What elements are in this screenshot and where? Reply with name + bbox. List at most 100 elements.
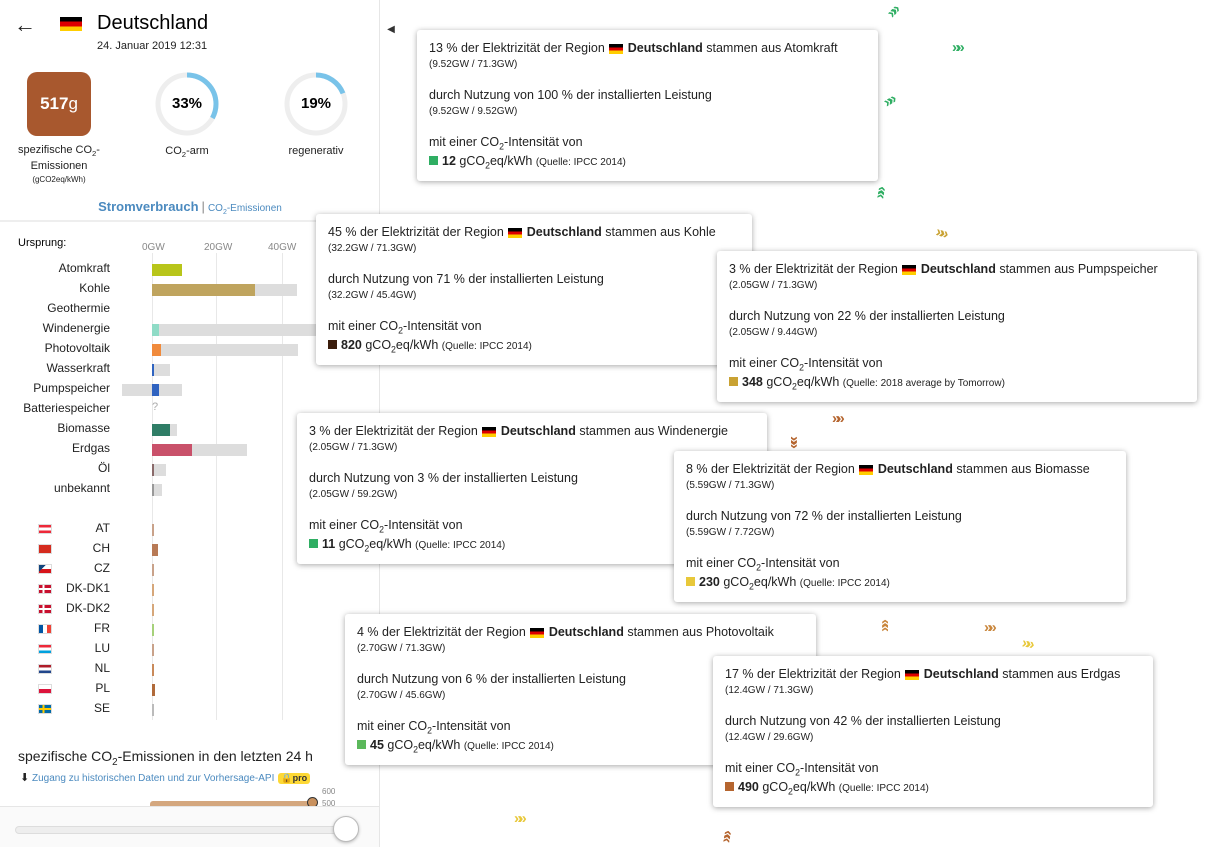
source-tooltip: 3 % der Elektrizität der Region Deutschl…	[717, 251, 1197, 402]
color-swatch	[328, 339, 337, 349]
source-tooltip: 8 % der Elektrizität der Region Deutschl…	[674, 451, 1126, 602]
exchange-row[interactable]: PL	[0, 679, 379, 699]
exchange-label: CZ	[94, 561, 110, 575]
co2-value: 517	[40, 94, 69, 113]
exchange-row[interactable]: AT	[0, 519, 379, 539]
tooltip-unit-rest: eq/kWh	[489, 153, 533, 168]
source-row[interactable]: Wasserkraft	[0, 359, 379, 379]
source-row[interactable]: Photovoltaik	[0, 339, 379, 359]
co2-label-emissions: Emissionen	[30, 160, 88, 173]
exchange-row[interactable]: CH	[0, 539, 379, 559]
mode-tabs: Stromverbrauch | CO2-Emissionen	[0, 199, 379, 216]
exchange-row[interactable]: SE	[0, 699, 379, 719]
tooltip-intensity-label: mit einer CO2-Intensität von	[309, 518, 463, 535]
tooltip-intensity-label: mit einer CO2-Intensität von	[357, 719, 511, 736]
co2-label-dash: -	[96, 144, 100, 156]
pro-badge-text: pro	[292, 773, 308, 783]
source-row[interactable]: Geothermie	[0, 299, 379, 319]
color-swatch	[725, 781, 734, 791]
production-bar	[152, 344, 161, 356]
tooltip-intensity-rest: -Intensität von	[403, 319, 482, 333]
tooltip-share-line: 3 % der Elektrizität der Region Deutschl…	[309, 424, 755, 438]
exchange-row[interactable]: FR	[0, 619, 379, 639]
chevron-arrow-icon: »»	[514, 810, 527, 827]
tooltip-utilization-detail: (2.05GW / 9.44GW)	[729, 327, 818, 338]
co2-label: spezifische CO2- Emissionen (gCO2eq/kWh)	[12, 144, 106, 186]
collapse-panel-button[interactable]: ◀	[381, 18, 401, 42]
source-row[interactable]: Kohle	[0, 279, 379, 299]
tooltip-region: Deutschland	[877, 462, 953, 476]
chevron-arrow-icon: »»	[984, 619, 997, 636]
exchange-row[interactable]: DK-DK2	[0, 599, 379, 619]
tooltip-source-ref: (Quelle: IPCC 2014)	[838, 782, 929, 794]
country-flag-icon	[38, 684, 52, 694]
country-flag-icon	[38, 604, 52, 614]
tooltip-share-text: 17 % der Elektrizität der Region	[725, 667, 901, 681]
exchange-row[interactable]: LU	[0, 639, 379, 659]
tooltip-utilization: durch Nutzung von 3 % der installierten …	[309, 471, 578, 485]
axis-tick: 40GW	[268, 242, 297, 253]
timestamp: 24. Januar 2019 12:31	[97, 40, 208, 52]
tooltip-share-detail: (2.05GW / 71.3GW)	[729, 280, 818, 291]
source-label: Atomkraft	[58, 261, 110, 275]
chevron-arrow-icon: »»	[875, 623, 893, 632]
renewable-gauge[interactable]: 19%	[283, 71, 349, 137]
tooltip-unit: gCO	[338, 536, 365, 551]
tooltip-intensity-value: 348	[742, 374, 763, 389]
exchange-row[interactable]: NL	[0, 659, 379, 679]
tooltip-utilization-detail: (12.4GW / 29.6GW)	[725, 732, 814, 743]
exchange-label: SE	[93, 701, 110, 715]
source-row[interactable]: Batteriespeicher?	[0, 399, 379, 419]
tooltip-unit-rest: eq/kWh	[417, 737, 461, 752]
tooltip-intensity-value: 11	[322, 536, 336, 551]
tooltip-unit-rest: eq/kWh	[753, 574, 797, 589]
production-bar	[152, 324, 159, 336]
country-flag-icon	[38, 664, 52, 674]
source-row[interactable]: unbekannt	[0, 479, 379, 499]
tab-consumption[interactable]: Stromverbrauch	[98, 199, 199, 214]
co2-intensity-box[interactable]: 517g	[27, 72, 91, 136]
exchange-bar	[152, 524, 154, 536]
api-link[interactable]: ⬇ Zugang zu historischen Daten und zur V…	[20, 771, 311, 784]
exchange-label: AT	[95, 521, 110, 535]
tooltip-utilization: durch Nutzung von 71 % der installierten…	[328, 272, 604, 286]
exchange-row[interactable]: CZ	[0, 559, 379, 579]
source-row[interactable]: Pumpspeicher	[0, 379, 379, 399]
axis-tick: 20GW	[204, 242, 233, 253]
tooltip-share-detail: (5.59GW / 71.3GW)	[686, 480, 775, 491]
capacity-bar	[152, 324, 342, 336]
tooltip-utilization: durch Nutzung von 6 % der installierten …	[357, 672, 626, 686]
source-label: Pumpspeicher	[33, 381, 110, 395]
exchange-bar	[152, 664, 154, 676]
source-row[interactable]: Öl	[0, 459, 379, 479]
api-link-text: Zugang zu historischen Daten und zur Vor…	[32, 773, 275, 784]
tooltip-intensity: 490 gCO2eq/kWh (Quelle: IPCC 2014)	[725, 779, 1141, 796]
production-bar	[152, 364, 154, 376]
tab-emissions[interactable]: CO2-Emissionen	[207, 203, 282, 216]
tooltip-intensity-label: mit einer CO2-Intensität von	[328, 319, 482, 336]
exchange-row[interactable]: DK-DK1	[0, 579, 379, 599]
source-row[interactable]: Biomasse	[0, 419, 379, 439]
color-swatch	[729, 376, 738, 386]
tooltip-intensity: 45 gCO2eq/kWh (Quelle: IPCC 2014)	[357, 737, 804, 754]
tooltip-unit: gCO	[762, 779, 789, 794]
source-row[interactable]: Windenergie	[0, 319, 379, 339]
source-label: Wasserkraft	[46, 361, 110, 375]
source-row[interactable]: Erdgas	[0, 439, 379, 459]
source-row[interactable]: Atomkraft	[0, 259, 379, 279]
germany-flag-icon	[859, 464, 874, 475]
capacity-bar	[152, 384, 183, 396]
slider-track[interactable]	[15, 826, 348, 834]
tooltip-share-detail: (2.05GW / 71.3GW)	[309, 442, 398, 453]
slider-thumb[interactable]	[333, 816, 359, 842]
tooltip-intensity: 348 gCO2eq/kWh (Quelle: 2018 average by …	[729, 374, 1185, 391]
back-button[interactable]: ←	[14, 14, 40, 38]
tooltip-unit-rest: eq/kWh	[796, 374, 840, 389]
tooltip-intensity-co: mit einer CO	[729, 356, 800, 370]
tooltip-share-detail: (9.52GW / 71.3GW)	[429, 59, 518, 70]
tooltip-source: stammen aus Kohle	[605, 225, 716, 239]
source-label: Geothermie	[47, 301, 110, 315]
tooltip-region: Deutschland	[500, 424, 576, 438]
tooltip-intensity: 11 gCO2eq/kWh (Quelle: IPCC 2014)	[309, 536, 755, 553]
low-carbon-gauge[interactable]: 33%	[154, 71, 220, 137]
